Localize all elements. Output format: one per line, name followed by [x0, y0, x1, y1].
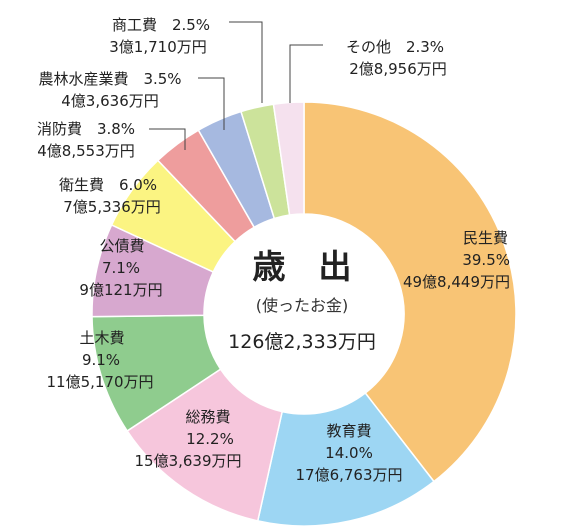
slice-9 — [272, 101, 305, 216]
donut-slices — [91, 101, 517, 527]
slice-label-8-line-1: 3億1,710万円 — [109, 38, 207, 56]
slice-label-9-line-1: 2億8,956万円 — [349, 60, 447, 78]
slice-label-6-line-0: 消防費 3.8% — [37, 120, 135, 138]
slice-label-4: 公債費 7.1% 9億121万円 — [79, 237, 162, 299]
slice-label-0-line-2: 49億8,449万円 — [403, 273, 510, 291]
leader-lines — [149, 21, 323, 150]
slice-label-5: 衛生費 6.0% 7億5,336万円 — [59, 176, 161, 216]
slice-label-3-line-2: 11億5,170万円 — [46, 373, 153, 391]
leader-line-6 — [149, 128, 186, 150]
slice-label-1-line-0: 教育費 — [326, 422, 371, 440]
leader-line-8 — [229, 21, 263, 103]
slice-label-2-line-2: 15億3,639万円 — [134, 452, 241, 470]
chart-total: 126億2,333万円 — [228, 331, 376, 353]
slice-label-2: 総務費 12.2% 15億3,639万円 — [134, 408, 241, 470]
slice-label-0-line-1: 39.5% — [462, 251, 510, 269]
slice-label-4-line-2: 9億121万円 — [79, 281, 162, 299]
chart-subtitle: (使ったお金) — [256, 296, 349, 315]
slice-label-9-line-0: その他 2.3% — [346, 38, 444, 56]
slice-label-1-line-1: 14.0% — [325, 444, 373, 462]
slice-label-4-line-1: 7.1% — [102, 259, 140, 277]
slice-label-8: 商工費 2.5% 3億1,710万円 — [109, 16, 210, 56]
slice-label-1: 教育費 14.0% 17億6,763万円 — [295, 422, 402, 484]
slice-label-4-line-0: 公債費 — [99, 237, 144, 255]
slice-label-5-line-0: 衛生費 6.0% — [59, 176, 157, 194]
slice-label-3: 土木費 9.1% 11億5,170万円 — [46, 329, 153, 391]
slice-label-0-line-0: 民生費 — [463, 229, 508, 247]
slice-label-3-line-1: 9.1% — [82, 351, 120, 369]
leader-line-9 — [289, 44, 323, 103]
chart-title: 歳 出 — [253, 247, 352, 286]
slice-label-2-line-1: 12.2% — [186, 430, 234, 448]
slice-label-7-line-0: 農林水産業費 3.5% — [38, 70, 181, 88]
donut-center: 歳 出 (使ったお金) 126億2,333万円 — [228, 247, 376, 353]
slice-1 — [256, 391, 435, 527]
slice-label-9: その他 2.3% 2億8,956万円 — [346, 38, 447, 78]
slice-label-2-line-0: 総務費 — [185, 408, 230, 426]
slice-label-8-line-0: 商工費 2.5% — [112, 16, 210, 34]
slice-label-0: 民生費 39.5% 49億8,449万円 — [403, 229, 510, 291]
slice-label-5-line-1: 7億5,336万円 — [63, 198, 161, 216]
slice-label-6-line-1: 4億8,553万円 — [37, 142, 135, 160]
slice-label-1-line-2: 17億6,763万円 — [295, 466, 402, 484]
slice-label-3-line-0: 土木費 — [79, 329, 124, 347]
slice-label-7: 農林水産業費 3.5% 4億3,636万円 — [38, 70, 181, 110]
slice-label-6: 消防費 3.8% 4億8,553万円 — [37, 120, 135, 160]
slice-label-7-line-1: 4億3,636万円 — [61, 92, 159, 110]
slice-0 — [303, 101, 517, 483]
leader-line-7 — [198, 77, 225, 130]
